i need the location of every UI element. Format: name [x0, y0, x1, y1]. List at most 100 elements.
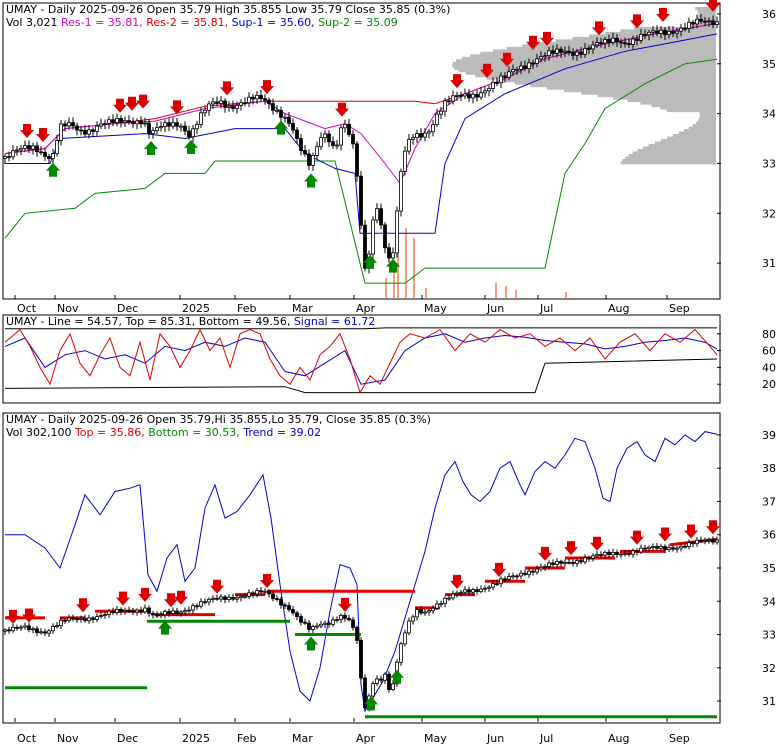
candle-body — [427, 610, 431, 613]
legend-entry: Vol 3,021 — [6, 16, 61, 29]
candle-body — [91, 617, 95, 620]
x-tick-label: Dec — [117, 302, 138, 315]
legend-entry: Bottom = 49.56, — [199, 315, 294, 328]
buy-signal-arrow — [144, 141, 158, 156]
candle-body — [547, 562, 551, 567]
candle-body — [631, 38, 635, 45]
candle-body — [571, 562, 575, 564]
candle-body — [207, 598, 211, 603]
candle-body — [343, 614, 347, 619]
candle-body — [691, 542, 695, 545]
candle-body — [667, 547, 671, 551]
candle-body — [127, 609, 131, 612]
x-tick-label: Nov — [57, 302, 79, 315]
candle-body — [171, 122, 175, 127]
candle-body — [91, 129, 95, 132]
volume-profile-bar — [695, 121, 716, 125]
candle-body — [79, 617, 83, 620]
candle-body — [683, 27, 687, 30]
candle-body — [207, 103, 211, 111]
candle-body — [239, 596, 243, 599]
candle-body — [3, 629, 7, 632]
buy-signal-arrow — [184, 139, 198, 154]
candle-body — [635, 550, 639, 553]
candle-body — [51, 153, 55, 160]
candle-body — [495, 82, 499, 84]
candle-body — [131, 121, 135, 125]
candle-body — [51, 626, 55, 632]
y-tick-label: 20 — [762, 378, 776, 391]
candle-body — [275, 109, 279, 112]
candle-body — [283, 604, 287, 607]
candle-body — [107, 119, 111, 124]
volume-profile-bar — [486, 76, 716, 80]
candle-body — [495, 583, 499, 585]
x-tick-label: Aug — [608, 732, 629, 745]
volume-profile-bar — [613, 96, 716, 100]
x-tick-label: Jul — [539, 302, 553, 315]
candle-body — [227, 105, 231, 108]
candle-body — [639, 547, 643, 553]
y-tick-label: 37 — [762, 495, 776, 508]
candle-body — [163, 611, 167, 616]
volume-profile-bar — [480, 51, 716, 55]
candle-body — [355, 626, 359, 641]
sell-signal-arrow — [658, 527, 672, 542]
candle-body — [435, 603, 439, 609]
sell-signal-arrow — [590, 536, 604, 551]
volume-profile-bar — [637, 149, 716, 152]
candle-body — [203, 601, 207, 604]
candle-body — [227, 596, 231, 600]
volume-profile-bar — [514, 81, 716, 85]
candle-body — [551, 562, 555, 565]
sell-signal-arrow — [174, 590, 188, 605]
candle-body — [431, 607, 435, 612]
sell-signal-arrow — [6, 609, 20, 624]
candle-body — [519, 65, 523, 70]
candle-body — [247, 96, 251, 104]
candle-body — [303, 150, 307, 155]
candle-body — [123, 609, 127, 612]
sell-signal-arrow — [125, 96, 139, 111]
volume-profile-bar — [691, 21, 716, 25]
candle-body — [39, 631, 43, 634]
candle-body — [295, 612, 299, 617]
candle-body — [535, 568, 539, 573]
candle-body — [195, 605, 199, 608]
candle-body — [415, 133, 419, 139]
candle-body — [551, 50, 555, 54]
candle-body — [379, 208, 383, 226]
y-tick-label: 31 — [762, 695, 776, 708]
candle-body — [423, 611, 427, 614]
candle-body — [619, 41, 623, 44]
candle-body — [19, 147, 23, 151]
buy-signal-arrow — [158, 620, 172, 635]
candle-body — [359, 175, 363, 226]
sell-signal-arrow — [540, 31, 554, 46]
candle-body — [699, 539, 703, 542]
candle-body — [663, 29, 667, 36]
candle-body — [715, 539, 719, 543]
volume-profile-bar — [660, 106, 716, 110]
candle-body — [471, 93, 475, 99]
candle-body — [307, 622, 311, 630]
candle-body — [431, 124, 435, 133]
candle-body — [299, 138, 303, 151]
x-tick-label: 2025 — [182, 732, 210, 745]
sell-signal-arrow — [526, 35, 540, 50]
candle-body — [595, 42, 599, 46]
buy-signal-arrow — [274, 120, 288, 135]
signal-line — [4, 333, 718, 385]
legend-entry: Sup-1 = 35.60, — [232, 16, 319, 29]
candle-body — [151, 612, 155, 616]
candle-body — [59, 123, 63, 141]
candle-body — [31, 628, 35, 631]
volume-profile-bar — [530, 84, 716, 88]
legend-entry: Vol 302,100 — [6, 426, 75, 439]
volume-profile-bar — [634, 26, 716, 30]
candle-body — [219, 596, 223, 600]
candle-body — [419, 133, 423, 138]
candle-body — [679, 27, 683, 32]
candle-body — [579, 51, 583, 55]
legend-entry: Sup-2 = 35.09 — [318, 16, 398, 29]
